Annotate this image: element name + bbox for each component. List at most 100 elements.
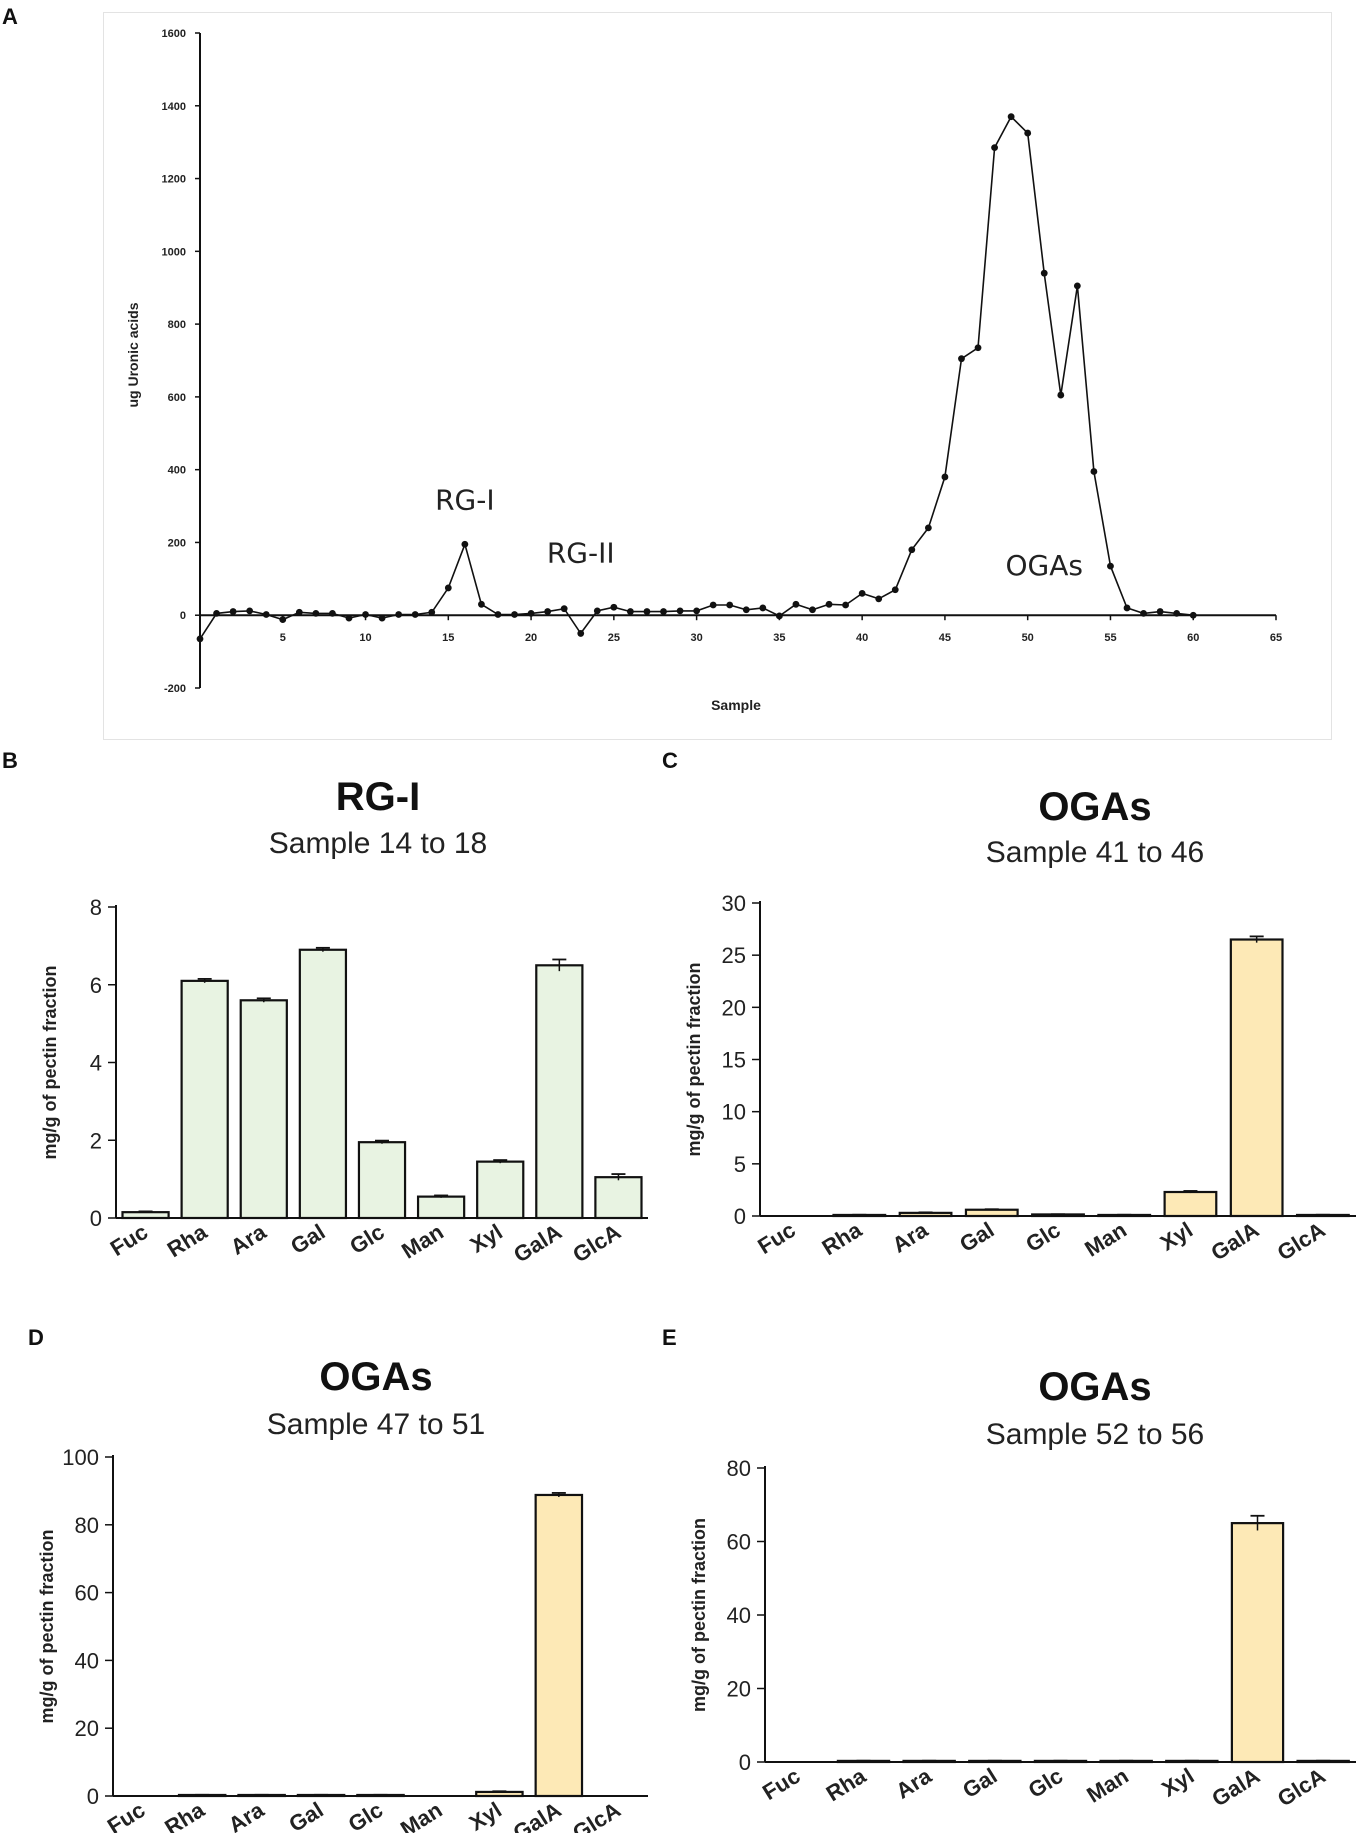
b-bar-xyl (476, 1160, 525, 1220)
c-bar-xyl (1163, 1190, 1218, 1218)
e-x-tick-label: Rha (822, 1763, 871, 1807)
d-x-tick-label: Fuc (103, 1797, 149, 1833)
a-x-tick-label: 50 (1022, 632, 1034, 644)
b-x-tick-label: Fuc (106, 1219, 152, 1261)
b-x-tick-label: Rha (163, 1219, 212, 1263)
c-x-tick-label: Fuc (753, 1217, 799, 1259)
a-data-point (213, 610, 220, 617)
e-y-tick-label: 0 (739, 1750, 751, 1775)
d-x-tick-label: Man (396, 1797, 447, 1833)
a-data-point (825, 600, 833, 608)
a-data-point (1040, 269, 1048, 277)
a-x-tick-label: 40 (856, 632, 868, 644)
a-data-point (1090, 468, 1098, 475)
a-data-point (991, 144, 998, 152)
a-annotation: RG-II (547, 536, 615, 569)
b-y-tick-label: 8 (90, 895, 102, 920)
b-y-tick-label: 0 (90, 1206, 102, 1231)
a-data-point (627, 608, 634, 615)
a-data-point (461, 540, 469, 548)
e-x-tick-label: Xyl (1157, 1763, 1198, 1802)
a-data-point (792, 600, 800, 608)
a-y-tick-label: 1400 (162, 101, 186, 113)
a-data-point (941, 473, 949, 481)
a-data-point (229, 608, 237, 615)
a-data-point (643, 608, 651, 615)
c-y-axis-title: mg/g of pectin fraction (684, 962, 704, 1156)
a-y-tick-label: 0 (180, 610, 186, 622)
a-data-point (693, 607, 701, 615)
e-chart-title: OGAs (1038, 1365, 1151, 1409)
c-y-tick-label: 15 (722, 1048, 746, 1073)
a-data-point (246, 607, 254, 615)
a-data-point (1123, 604, 1131, 612)
d-y-tick-label: 20 (75, 1716, 99, 1741)
b-bar-ara (239, 999, 288, 1220)
a-data-point (842, 601, 849, 609)
d-y-tick-label: 100 (62, 1445, 99, 1470)
d-x-tick-label: Glc (344, 1797, 387, 1833)
a-data-point (378, 614, 386, 622)
c-x-tick-label: Rha (817, 1217, 866, 1261)
d-y-tick-label: 0 (87, 1784, 99, 1809)
a-x-tick-label: 65 (1270, 632, 1282, 644)
panel-letter-d: D (28, 1325, 44, 1350)
b-bar-fuc (121, 1211, 170, 1220)
c-chart-title: OGAs (1038, 785, 1151, 829)
e-y-tick-label: 20 (727, 1677, 751, 1702)
c-x-tick-label: GlcA (1273, 1217, 1330, 1265)
a-annotation: RG-I (435, 484, 495, 517)
c-y-tick-label: 0 (734, 1204, 746, 1229)
d-x-tick-label: Ara (224, 1797, 269, 1833)
a-x-tick-label: 20 (525, 632, 537, 644)
a-y-tick-label: 800 (168, 319, 186, 331)
a-data-point (709, 601, 717, 609)
a-data-point (262, 611, 270, 618)
a-data-point (891, 586, 899, 594)
a-data-point (775, 612, 783, 620)
a-data-point (1024, 129, 1032, 137)
b-chart-title: RG-I (336, 775, 420, 819)
b-x-tick-label: GlcA (568, 1219, 625, 1267)
a-data-point (295, 608, 303, 616)
a-data-point (726, 601, 734, 609)
c-bar-gala (1229, 938, 1284, 1218)
c-x-tick-label: Glc (1021, 1217, 1064, 1257)
a-y-tick-label: -200 (164, 683, 186, 695)
a-data-point (742, 606, 750, 614)
a-y-tick-label: 600 (168, 392, 186, 404)
d-y-tick-label: 40 (75, 1648, 99, 1673)
a-data-point (759, 604, 767, 612)
a-data-point (1073, 282, 1081, 290)
d-bar-gala (534, 1493, 584, 1798)
e-x-tick-label: Man (1082, 1763, 1133, 1808)
c-x-tick-label: Man (1080, 1217, 1131, 1262)
a-data-point (527, 610, 535, 617)
e-chart-subtitle: Sample 52 to 56 (986, 1418, 1204, 1451)
e-x-tick-label: GlcA (1273, 1763, 1330, 1811)
a-data-point (1057, 391, 1065, 399)
c-y-tick-label: 5 (734, 1152, 746, 1177)
a-x-tick-label: 10 (359, 632, 371, 644)
b-x-tick-label: Gal (286, 1219, 329, 1259)
d-x-tick-label: Xyl (465, 1797, 506, 1833)
a-x-tick-label: 5 (280, 632, 286, 644)
a-x-axis-title: Sample (711, 697, 761, 713)
e-y-axis-title: mg/g of pectin fraction (689, 1518, 709, 1712)
a-data-point (1173, 610, 1181, 617)
a-data-point (279, 616, 287, 623)
a-data-point (858, 589, 866, 597)
b-bar-gala (535, 964, 584, 1220)
a-x-tick-label: 30 (690, 632, 702, 644)
b-y-tick-label: 6 (90, 973, 102, 998)
a-data-point (1156, 608, 1164, 615)
a-x-tick-label: 60 (1187, 632, 1199, 644)
a-y-tick-label: 400 (168, 465, 186, 477)
b-x-tick-label: Man (397, 1219, 448, 1264)
e-x-tick-label: Ara (891, 1763, 936, 1804)
a-data-point (329, 610, 336, 617)
b-bar-rha (180, 979, 229, 1220)
a-data-point (196, 635, 204, 643)
a-data-point (345, 614, 353, 622)
b-bar-man (416, 1195, 466, 1220)
